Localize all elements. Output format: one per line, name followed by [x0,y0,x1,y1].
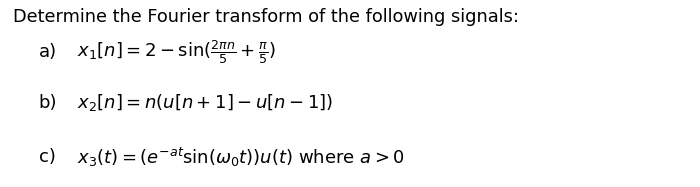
Text: $x_3(t) = (e^{-at}\sin(\omega_0 t))u(t)$ where $a > 0$: $x_3(t) = (e^{-at}\sin(\omega_0 t))u(t)$… [77,145,405,169]
Text: $x_1[n] = 2 - \sin(\frac{2\pi n}{5} + \frac{\pi}{5})$: $x_1[n] = 2 - \sin(\frac{2\pi n}{5} + \f… [77,39,276,66]
Text: $x_2[n] = n(u[n+1] - u[n-1])$: $x_2[n] = n(u[n+1] - u[n-1])$ [77,92,333,113]
Text: a): a) [38,43,57,61]
Text: c): c) [38,148,55,166]
Text: b): b) [38,94,57,112]
Text: Determine the Fourier transform of the following signals:: Determine the Fourier transform of the f… [13,8,519,26]
